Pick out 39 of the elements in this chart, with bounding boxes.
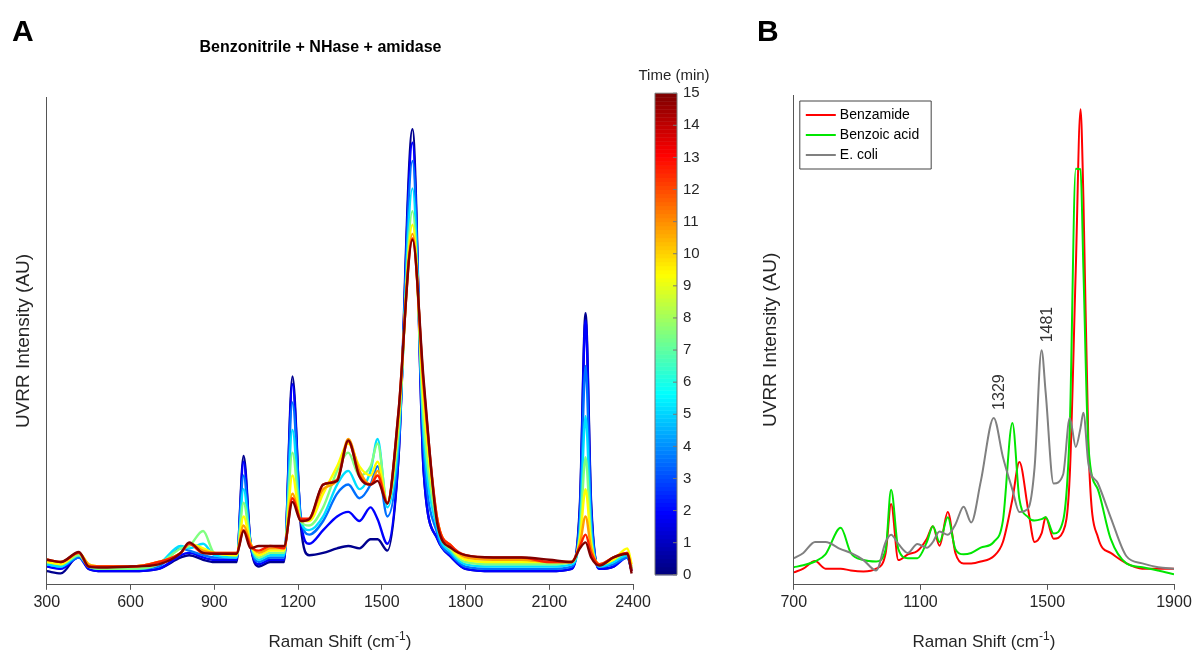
color-bar-label: 10 bbox=[683, 243, 700, 261]
color-bar-label: 6 bbox=[683, 372, 692, 390]
color-bar-label: 13 bbox=[683, 147, 700, 165]
x-tick-label: 700 bbox=[780, 592, 808, 610]
y-axis-title: UVRR Intensity (AU) bbox=[758, 252, 780, 427]
text: A bbox=[12, 14, 34, 48]
color-bar-label: 1 bbox=[683, 532, 692, 550]
x-tick-label: 900 bbox=[200, 592, 228, 610]
x-tick-label: 1800 bbox=[447, 592, 484, 610]
x-tick-label: 1500 bbox=[363, 592, 400, 610]
x-tick-label: 1100 bbox=[903, 592, 938, 610]
color-bar-label: 5 bbox=[683, 404, 692, 422]
color-bar-label: 15 bbox=[683, 83, 700, 101]
color-bar-label: 12 bbox=[683, 179, 700, 197]
x-tick-label: 1500 bbox=[1029, 592, 1066, 610]
annotation: 1329 bbox=[990, 374, 1008, 410]
chart-title: Benzonitrile + NHase + amidase bbox=[199, 38, 442, 56]
color-bar-label: 0 bbox=[683, 564, 692, 582]
text: B bbox=[757, 14, 779, 48]
color-bar-label: 9 bbox=[683, 275, 692, 293]
x-tick-label: 300 bbox=[33, 592, 61, 610]
legend-label: Benzoic acid bbox=[839, 125, 920, 142]
y-axis-title: UVRR Intensity (AU) bbox=[11, 253, 33, 429]
color-bar-label: 11 bbox=[683, 211, 699, 229]
color-bar-label: 7 bbox=[683, 340, 692, 358]
x-tick-label: 2100 bbox=[531, 592, 568, 610]
legend-label: Benzamide bbox=[839, 105, 911, 122]
color-bar-label: 4 bbox=[683, 436, 692, 454]
x-tick-label: 600 bbox=[117, 592, 144, 610]
color-bar-label: 14 bbox=[683, 115, 700, 133]
color-bar-title: Time (min) bbox=[638, 65, 710, 83]
x-tick-label: 1900 bbox=[1156, 592, 1192, 610]
color-bar-label: 8 bbox=[683, 308, 692, 326]
color-bar-label: 2 bbox=[683, 500, 692, 518]
annotation: 1481 bbox=[1037, 306, 1055, 343]
x-tick-label: 1200 bbox=[280, 592, 316, 610]
color-bar-label: 3 bbox=[683, 468, 692, 486]
x-tick-label: 2400 bbox=[615, 592, 651, 610]
legend-label: E. coli bbox=[839, 145, 878, 162]
